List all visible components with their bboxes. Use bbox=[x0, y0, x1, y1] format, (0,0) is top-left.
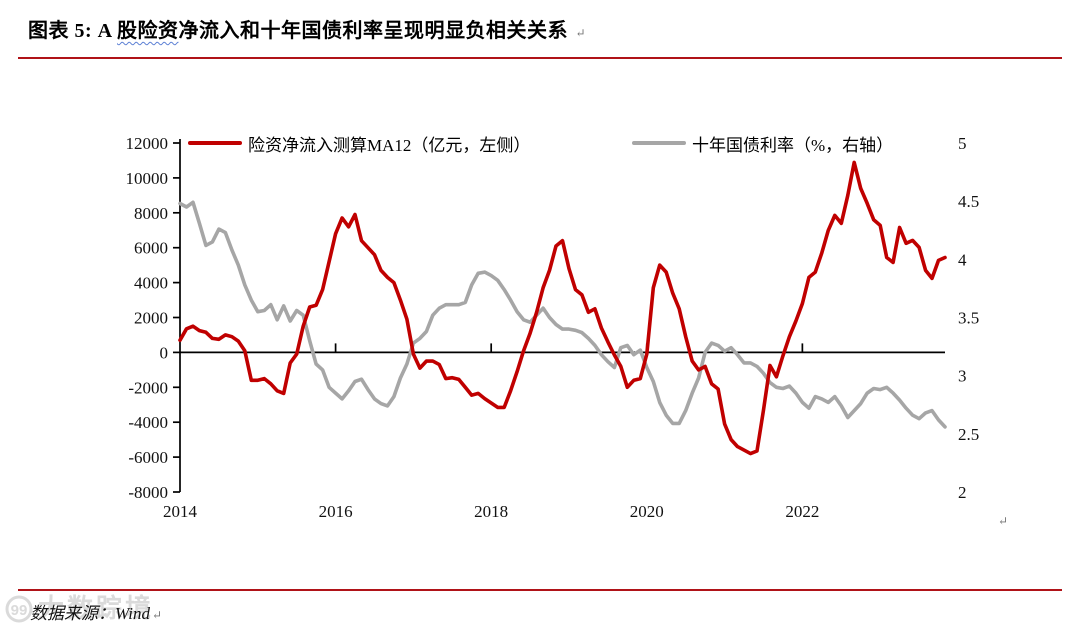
figure-title-prefix: 图表 5: A bbox=[28, 20, 117, 42]
left-axis-tick-label: 0 bbox=[160, 343, 169, 362]
left-axis-tick-label: 12000 bbox=[126, 134, 169, 153]
x-axis-year-label: 2016 bbox=[319, 502, 353, 521]
red-line-swatch bbox=[188, 141, 242, 145]
left-axis-tick-label: 8000 bbox=[134, 204, 168, 223]
figure-title: 图表 5: A 股险资净流入和十年国债利率呈现明显负相关关系 ↵ bbox=[28, 14, 586, 43]
legend-item-bond-yield: 十年国债利率（%，右轴） bbox=[632, 131, 893, 155]
paragraph-mark: ↵ bbox=[575, 26, 587, 40]
legend-label: 险资净流入测算MA12（亿元，左侧） bbox=[248, 135, 531, 155]
right-axis-tick-label: 2.5 bbox=[958, 425, 979, 444]
bottom-divider bbox=[18, 589, 1062, 591]
x-axis-year-label: 2014 bbox=[163, 502, 198, 521]
watermark-logo: 99 bbox=[5, 595, 33, 623]
left-axis-tick-label: 6000 bbox=[134, 239, 168, 258]
paragraph-mark: ↵ bbox=[151, 608, 163, 622]
paragraph-mark: ↵ bbox=[998, 514, 1009, 528]
left-axis-tick-label: 10000 bbox=[126, 169, 169, 188]
left-axis-tick-label: -2000 bbox=[128, 378, 168, 397]
right-axis-tick-label: 5 bbox=[958, 134, 967, 153]
left-axis-tick-label: -4000 bbox=[128, 413, 168, 432]
left-axis-tick-label: -8000 bbox=[128, 483, 168, 502]
right-axis-tick-label: 3 bbox=[958, 367, 967, 386]
x-axis-year-label: 2020 bbox=[630, 502, 664, 521]
figure-title-spellcheck-segment: 股险资 bbox=[117, 20, 179, 42]
left-axis-tick-label: 2000 bbox=[134, 309, 168, 328]
legend-item-insurance-inflow: 险资净流入测算MA12（亿元，左侧） bbox=[188, 131, 530, 155]
right-axis-tick-label: 4.5 bbox=[958, 192, 979, 211]
watermark-text: 大数踪境 bbox=[38, 594, 155, 623]
right-axis-tick-label: 2 bbox=[958, 483, 967, 502]
svg-text:99: 99 bbox=[11, 602, 28, 619]
left-axis-tick-label: 4000 bbox=[134, 274, 168, 293]
series-line-insurance-inflow bbox=[178, 160, 947, 456]
left-axis-tick-label: -6000 bbox=[128, 448, 168, 467]
data-source: 数据来源：Wind ↵ bbox=[30, 599, 162, 624]
watermark: 99 大数踪境 bbox=[4, 592, 154, 626]
series-line-bond-yield bbox=[178, 200, 947, 429]
data-source-label: 数据来源：Wind bbox=[30, 604, 150, 623]
right-axis-tick-label: 3.5 bbox=[958, 309, 979, 328]
gray-line-swatch bbox=[632, 141, 686, 145]
x-axis-year-label: 2022 bbox=[785, 502, 819, 521]
x-axis-year-label: 2018 bbox=[474, 502, 508, 521]
legend-label: 十年国债利率（%，右轴） bbox=[692, 135, 894, 155]
right-axis-tick-label: 4 bbox=[958, 250, 967, 269]
chart-legend: 险资净流入测算MA12（亿元，左侧） 十年国债利率（%，右轴） bbox=[0, 131, 1080, 155]
figure-title-rest: 净流入和十年国债利率呈现明显负相关关系 bbox=[178, 20, 568, 42]
top-divider bbox=[18, 57, 1062, 59]
